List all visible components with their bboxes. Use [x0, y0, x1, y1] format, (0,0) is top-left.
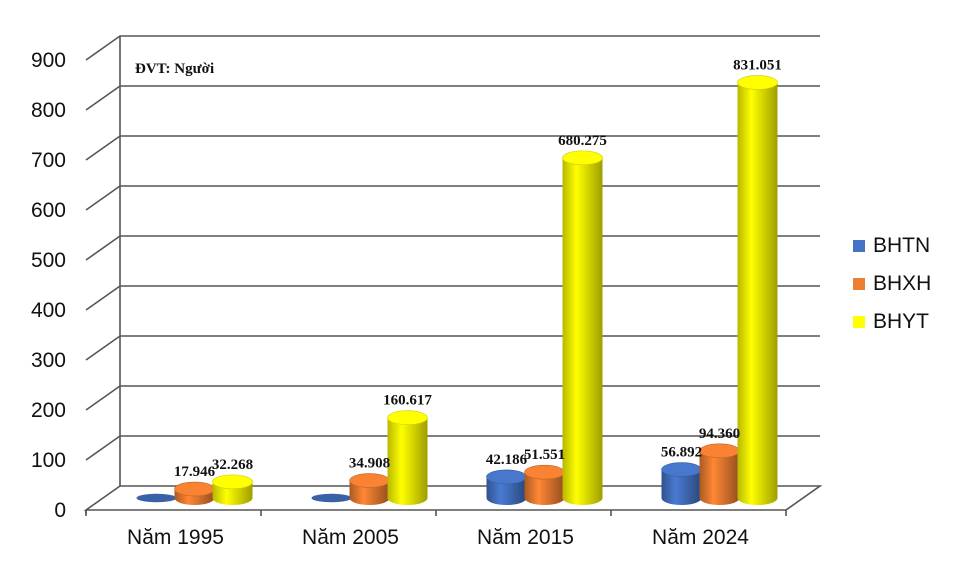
data-label: 56.892 [661, 445, 702, 461]
x-category-label: Năm 1995 [127, 526, 224, 549]
gridline [85, 285, 820, 311]
legend-label-bhxh: BHXH [873, 272, 931, 295]
gridline [85, 235, 820, 261]
y-tick-label: 800 [31, 99, 66, 122]
gridline [85, 385, 820, 411]
y-tick-label: 0 [54, 499, 66, 522]
y-tick-label: 300 [31, 349, 66, 372]
bar-bhxh [174, 481, 215, 506]
x-category-label: Năm 2005 [302, 526, 399, 549]
bar-bhxh [524, 464, 565, 506]
legend-swatch-bhxh [853, 278, 865, 290]
data-label: 160.617 [383, 393, 432, 409]
y-tick-label: 200 [31, 399, 66, 422]
y-tick-label: 500 [31, 249, 66, 272]
bar-bhtn [136, 493, 177, 503]
data-label: 34.908 [349, 456, 390, 472]
bar-bhxh [699, 443, 740, 506]
data-label: 680.275 [558, 133, 607, 149]
bar-bhtn [661, 462, 702, 506]
x-category-label: Năm 2015 [477, 526, 574, 549]
data-label: 94.360 [699, 426, 740, 442]
legend: BHTN BHXH BHYT [853, 234, 931, 333]
gridline [85, 135, 820, 161]
y-axis-wall [85, 36, 121, 514]
grid-layer [85, 35, 820, 461]
bar-bhtn [311, 493, 352, 503]
gridline [85, 35, 820, 61]
legend-swatch-bhtn [853, 240, 865, 252]
unit-note: ĐVT: Người [135, 61, 214, 77]
legend-label-bhtn: BHTN [873, 234, 930, 257]
y-tick-label: 900 [31, 49, 66, 72]
data-label: 17.946 [174, 464, 216, 480]
bar-bhxh [349, 473, 390, 506]
chart-floor [83, 485, 823, 511]
data-label: 51.551 [524, 447, 565, 463]
gridline [85, 335, 820, 361]
legend-label-bhyt: BHYT [873, 310, 929, 333]
bar-bhyt [562, 150, 603, 506]
bar-bhyt [387, 410, 428, 506]
x-category-label: Năm 2024 [652, 526, 749, 549]
y-tick-label: 100 [31, 449, 66, 472]
gridline [85, 185, 820, 211]
data-label: 42.186 [486, 452, 528, 468]
axis-layer [83, 36, 823, 516]
legend-swatch-bhyt [853, 316, 865, 328]
data-label: 32.268 [212, 457, 253, 473]
y-tick-label: 700 [31, 149, 66, 172]
data-label: 831.051 [733, 57, 782, 73]
label-layer: 0 100 200 300 400 500 600 700 800 900 Năm 1995 17.9… [31, 49, 782, 549]
bar-bhyt [212, 474, 253, 506]
y-tick-label: 600 [31, 199, 66, 222]
bar-bhtn [486, 469, 527, 506]
bar-layer [136, 75, 778, 506]
gridline [85, 85, 820, 111]
bar-bhyt [737, 75, 778, 506]
y-tick-label: 400 [31, 299, 66, 322]
